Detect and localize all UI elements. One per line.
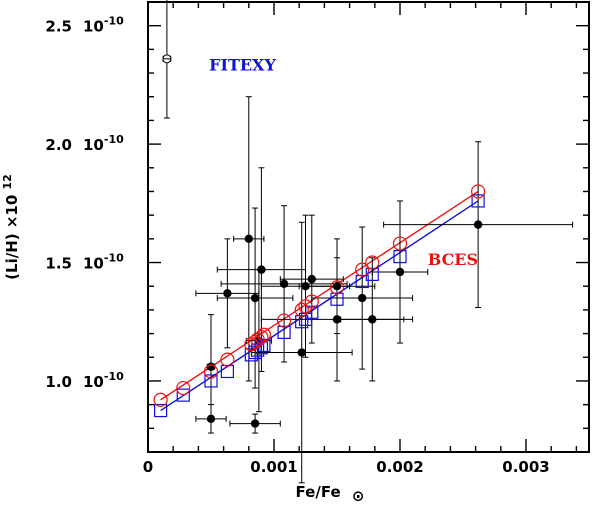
fitexy-square-marker bbox=[220, 364, 234, 379]
y-tick-mantissa: 1.0 bbox=[45, 373, 72, 391]
y-tick-label: 2.5 bbox=[45, 18, 72, 36]
data-point bbox=[206, 414, 216, 424]
bces-circle-marker bbox=[276, 313, 292, 328]
y-tick-base: 10 bbox=[83, 255, 104, 273]
bces-circle-marker bbox=[254, 330, 269, 345]
data-point bbox=[358, 293, 367, 303]
bces-circle-marker bbox=[203, 364, 219, 379]
x-tick-label: 0.001 bbox=[250, 458, 297, 476]
x-axis-title-text: Fe/Fe bbox=[296, 483, 341, 501]
x-tick-label: 0.002 bbox=[376, 458, 423, 476]
bces-circle-marker bbox=[294, 302, 309, 317]
y-tick-power: 10-10 bbox=[83, 15, 124, 36]
y-tick-label: 1.5 bbox=[45, 255, 72, 273]
fitexy-square-marker bbox=[277, 325, 291, 339]
y-axis-title: (Li/H) ×10 12 bbox=[1, 174, 21, 280]
fitexy-fit-line bbox=[160, 200, 479, 412]
bces-circle-marker bbox=[256, 327, 272, 342]
fitexy-square-marker bbox=[295, 315, 309, 329]
y-axis-title-text: (Li/H) ×10 bbox=[3, 195, 21, 280]
y-tick-mantissa: 2.0 bbox=[45, 136, 72, 154]
annotations: FITEXY BCES bbox=[209, 56, 478, 269]
data-point bbox=[223, 289, 232, 298]
data-point bbox=[257, 265, 266, 274]
y-tick-power: 10-10 bbox=[83, 133, 124, 154]
data-point bbox=[250, 419, 260, 428]
data-point bbox=[473, 220, 483, 229]
bces-circle-marker bbox=[220, 352, 235, 367]
fitexy-square-marker bbox=[471, 194, 485, 208]
data-point bbox=[206, 362, 216, 371]
y-tick-exponent: -10 bbox=[104, 133, 124, 146]
data-point bbox=[307, 274, 316, 284]
fitexy-square-marker bbox=[204, 374, 218, 388]
data-point bbox=[297, 348, 306, 357]
y-tick-base: 10 bbox=[83, 373, 104, 391]
sun-symbol: ⊙ bbox=[352, 487, 365, 505]
fitexy-square-marker bbox=[355, 274, 369, 289]
data-point bbox=[279, 279, 289, 289]
x-axis-title: Fe/Fe ⊙ bbox=[296, 483, 365, 505]
y-tick-power: 10-10 bbox=[83, 252, 124, 273]
data-point bbox=[301, 282, 310, 291]
bces-circle-marker bbox=[392, 236, 408, 251]
y-tick-power: 10-10 bbox=[83, 370, 124, 391]
fitexy-square-marker bbox=[154, 403, 168, 418]
fit-markers bbox=[153, 184, 486, 418]
bces-circle-marker bbox=[471, 184, 486, 199]
bces-circle-marker bbox=[355, 262, 370, 277]
y-tick-exponent: -10 bbox=[104, 252, 124, 265]
data-point bbox=[250, 293, 260, 303]
bces-circle-marker bbox=[365, 255, 380, 270]
data-points bbox=[162, 54, 483, 428]
plot-frame bbox=[147, 1, 590, 453]
data-point bbox=[332, 315, 342, 324]
x-tick-label: 0 bbox=[143, 458, 153, 476]
y-tick-mantissa: 1.5 bbox=[45, 255, 72, 273]
y-tick-label: 2.0 bbox=[45, 136, 72, 154]
bces-circle-marker bbox=[153, 392, 168, 407]
bces-circle-marker bbox=[304, 294, 319, 309]
data-point bbox=[244, 234, 253, 244]
data-point bbox=[395, 267, 405, 277]
y-tick-base: 10 bbox=[83, 136, 104, 154]
annotation-bces: BCES bbox=[428, 250, 478, 269]
y-tick-exponent: -10 bbox=[104, 370, 124, 383]
y-tick-base: 10 bbox=[83, 18, 104, 36]
data-point bbox=[332, 282, 342, 291]
y-tick-label: 1.0 bbox=[45, 373, 72, 391]
y-tick-mantissa: 2.5 bbox=[45, 18, 72, 36]
y-tick-exponent: -10 bbox=[104, 15, 124, 28]
data-point bbox=[368, 315, 377, 324]
y-axis-title-exponent: 12 bbox=[1, 174, 14, 189]
annotation-fitexy: FITEXY bbox=[209, 56, 276, 75]
bces-circle-marker bbox=[176, 380, 191, 396]
x-tick-label: 0.003 bbox=[502, 458, 549, 476]
fitexy-square-marker bbox=[176, 388, 190, 402]
bces-circle-marker bbox=[329, 280, 345, 295]
fitexy-square-marker bbox=[330, 292, 344, 306]
